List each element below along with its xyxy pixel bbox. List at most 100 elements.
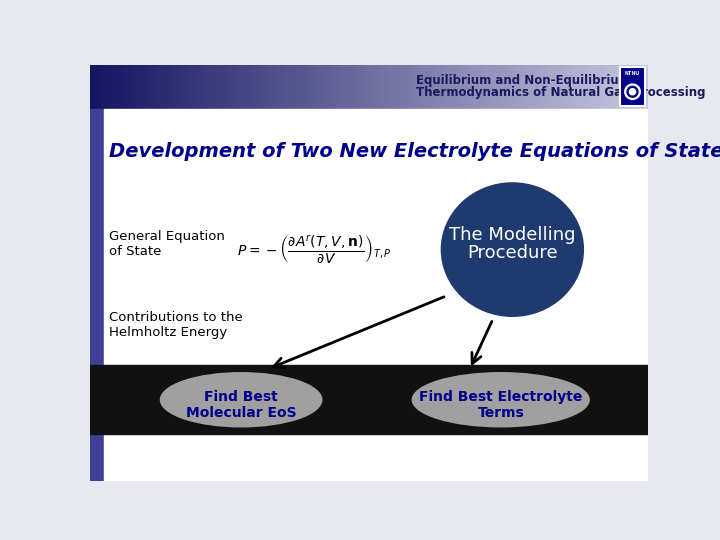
Bar [213, 65, 216, 109]
Bar [553, 65, 557, 109]
Bar [572, 65, 576, 109]
Bar [459, 65, 462, 109]
Bar [305, 65, 308, 109]
Bar [539, 65, 542, 109]
Bar [199, 65, 202, 109]
Bar [324, 65, 328, 109]
Bar [570, 65, 573, 109]
Bar [486, 65, 490, 109]
Bar [612, 65, 615, 109]
Bar [171, 65, 174, 109]
Bar [603, 65, 606, 109]
Bar [182, 65, 185, 109]
Bar [431, 65, 433, 109]
Text: $P=-\left(\dfrac{\partial A^r(T,V,\mathbf{n})}{\partial V}\right)_{T,P}$: $P=-\left(\dfrac{\partial A^r(T,V,\mathb… [238, 234, 392, 266]
Bar [349, 65, 353, 109]
Bar [397, 65, 400, 109]
Bar [436, 65, 439, 109]
Bar [249, 65, 252, 109]
Bar [478, 65, 481, 109]
Bar [336, 65, 338, 109]
Bar [266, 65, 269, 109]
Text: General Equation
of State: General Equation of State [109, 231, 225, 258]
Bar [207, 65, 210, 109]
Bar [90, 109, 104, 481]
Bar [645, 65, 649, 109]
Bar [489, 65, 492, 109]
Bar [634, 65, 637, 109]
Bar [369, 65, 372, 109]
Bar [578, 65, 582, 109]
Bar [503, 65, 506, 109]
Bar [461, 65, 464, 109]
Bar [377, 65, 381, 109]
Bar [269, 65, 271, 109]
Bar [526, 65, 528, 109]
Bar [355, 65, 359, 109]
Bar [258, 65, 261, 109]
Bar [235, 65, 238, 109]
Bar [389, 65, 392, 109]
Bar [135, 65, 138, 109]
Bar [227, 65, 230, 109]
Bar [104, 109, 648, 481]
Bar [567, 65, 570, 109]
Circle shape [629, 89, 636, 95]
Bar [508, 65, 512, 109]
Bar [96, 65, 99, 109]
Bar [352, 65, 356, 109]
FancyBboxPatch shape [620, 67, 645, 106]
Bar [469, 65, 472, 109]
Bar [163, 65, 166, 109]
Bar [405, 65, 408, 109]
Bar [372, 65, 375, 109]
Bar [402, 65, 405, 109]
Bar [617, 65, 621, 109]
Bar [322, 65, 325, 109]
Bar [642, 65, 646, 109]
Bar [109, 65, 113, 109]
Bar [230, 65, 233, 109]
Bar [285, 65, 289, 109]
Bar [400, 65, 403, 109]
Bar [347, 65, 350, 109]
Bar [154, 65, 158, 109]
Bar [550, 65, 554, 109]
Bar [115, 65, 118, 109]
Bar [408, 65, 411, 109]
Bar [626, 65, 629, 109]
Bar [310, 65, 314, 109]
Bar [252, 65, 255, 109]
Ellipse shape [441, 182, 584, 317]
Bar [475, 65, 478, 109]
Bar [255, 65, 258, 109]
Bar [302, 65, 305, 109]
Bar [593, 65, 595, 109]
Bar [523, 65, 526, 109]
Bar [313, 65, 316, 109]
Bar [520, 65, 523, 109]
Bar [472, 65, 475, 109]
Text: Development of Two New Electrolyte Equations of State: Development of Two New Electrolyte Equat… [109, 142, 720, 161]
Bar [542, 65, 545, 109]
Bar [93, 65, 96, 109]
Text: Thermodynamics of Natural Gas Processing: Thermodynamics of Natural Gas Processing [415, 86, 705, 99]
Bar [547, 65, 551, 109]
Bar [218, 65, 222, 109]
Text: Find Best Electrolyte
Terms: Find Best Electrolyte Terms [419, 390, 582, 420]
Bar [104, 65, 107, 109]
Bar [193, 65, 197, 109]
Bar [447, 65, 450, 109]
Bar [316, 65, 319, 109]
Bar [615, 65, 618, 109]
Bar [587, 65, 590, 109]
Bar [215, 65, 219, 109]
Bar [536, 65, 539, 109]
Bar [609, 65, 612, 109]
Bar [637, 65, 640, 109]
Bar [118, 65, 121, 109]
Bar [534, 65, 537, 109]
Bar [151, 65, 155, 109]
Circle shape [627, 86, 638, 97]
Bar [143, 65, 146, 109]
